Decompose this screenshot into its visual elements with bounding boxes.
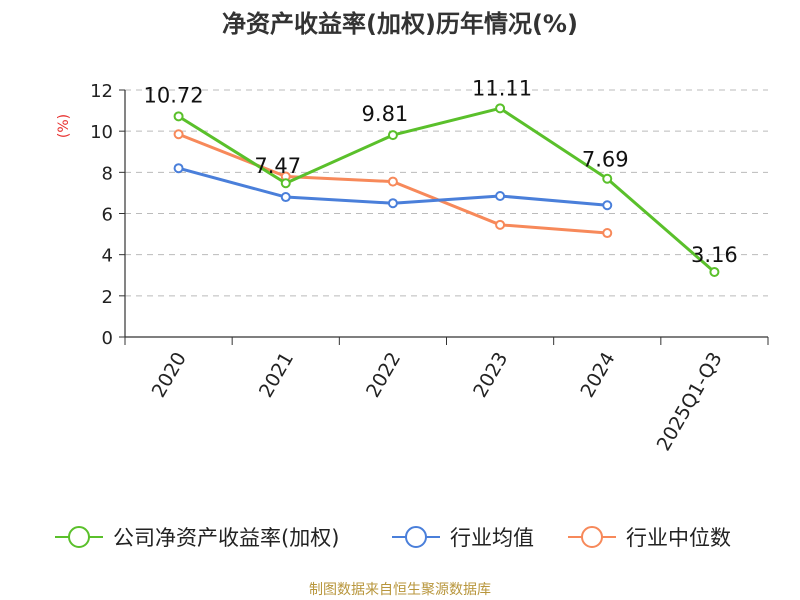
data-point — [602, 173, 613, 184]
data-point — [495, 103, 506, 114]
x-tick-label: 2022 — [362, 349, 405, 402]
data-point — [495, 219, 506, 230]
legend-marker-1 — [405, 526, 427, 548]
data-point — [495, 191, 506, 202]
data-labels: 10.72 7.47 9.81 11.11 7.69 3.16 — [144, 76, 738, 267]
y-tick-label: 10 — [90, 122, 113, 143]
data-label: 7.47 — [254, 154, 301, 178]
legend: 公司净资产收益率(加权) 行业均值 行业中位数 — [55, 526, 731, 550]
legend-marker-0 — [68, 526, 90, 548]
y-tick-label: 12 — [90, 81, 113, 102]
data-point — [280, 178, 291, 189]
source-note: 制图数据来自恒生聚源数据库 — [309, 582, 491, 598]
data-label: 9.81 — [362, 102, 409, 126]
series-line-0 — [177, 106, 716, 274]
y-tick-label: 2 — [102, 287, 113, 308]
data-point — [173, 129, 184, 140]
data-label: 10.72 — [144, 83, 204, 107]
x-tick-label: 2021 — [255, 349, 298, 402]
chart-title: 净资产收益率(加权)历年情况(%) — [222, 10, 578, 38]
y-tick-label: 4 — [102, 246, 113, 267]
data-label: 11.11 — [472, 76, 532, 100]
data-point — [173, 111, 184, 122]
data-point — [387, 130, 398, 141]
gridlines — [125, 89, 768, 297]
axes: 0 2 4 6 8 10 12 2020 2021 2022 2023 2024 2025Q1-Q3 — [90, 81, 769, 455]
data-point — [280, 192, 291, 203]
data-point — [173, 163, 184, 174]
y-tick-label: 6 — [102, 205, 113, 226]
data-point — [602, 228, 613, 239]
series-group — [173, 103, 720, 277]
data-point — [387, 198, 398, 209]
data-point — [709, 266, 720, 277]
data-point — [387, 176, 398, 187]
data-point — [602, 200, 613, 211]
y-tick-label: 0 — [102, 328, 113, 349]
data-label: 3.16 — [691, 243, 738, 267]
x-tick-label: 2024 — [576, 349, 619, 402]
x-tick-label: 2023 — [469, 349, 512, 402]
y-axis-label: (%) — [56, 114, 72, 138]
x-tick-label: 2025Q1-Q3 — [653, 349, 727, 455]
legend-label: 行业中位数 — [626, 526, 731, 550]
y-tick-label: 8 — [102, 163, 113, 184]
legend-label: 公司净资产收益率(加权) — [113, 526, 339, 550]
legend-marker-2 — [581, 526, 603, 548]
data-label: 7.69 — [582, 148, 629, 172]
legend-label: 行业均值 — [450, 526, 534, 550]
x-tick-label: 2020 — [148, 349, 191, 402]
